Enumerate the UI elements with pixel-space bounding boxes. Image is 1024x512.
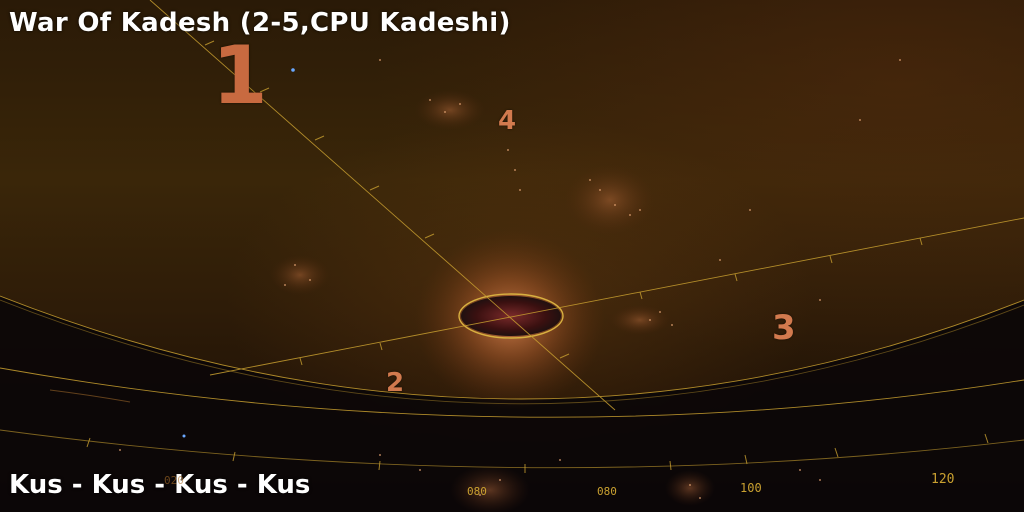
- scale-tick-label: 100: [740, 481, 762, 495]
- blue-star-2: [182, 434, 186, 438]
- nebula-north: [415, 90, 485, 130]
- blue-star: [291, 68, 295, 72]
- scale-tick-label: 080: [467, 485, 487, 498]
- factions-summary: Kus - Kus - Kus - Kus: [9, 470, 311, 500]
- start-position-2[interactable]: 2: [386, 368, 405, 398]
- nebula-east: [610, 305, 670, 335]
- start-position-4[interactable]: 4: [498, 106, 517, 136]
- nebula-south: [450, 465, 530, 512]
- start-position-3[interactable]: 3: [772, 308, 796, 348]
- diagonal-axis: [149, 0, 616, 411]
- core-ring: [458, 293, 564, 339]
- start-position-1[interactable]: 1: [212, 29, 268, 122]
- scale-arc-2: [0, 429, 1024, 469]
- grid-ticks: [86, 40, 989, 473]
- nebula-northeast: [565, 165, 655, 235]
- nebula-west: [270, 255, 330, 295]
- star-field: [119, 59, 901, 499]
- nebula-southeast: [665, 470, 715, 506]
- horizon-arc-inner: [0, 299, 1024, 405]
- galaxy-core: [461, 296, 561, 336]
- ecliptic-axis: [209, 217, 1024, 376]
- match-title: War Of Kadesh (2-5,CPU Kadeshi): [9, 8, 511, 38]
- scale-tick-label: 120: [931, 472, 955, 487]
- scale-tick-label: 080: [597, 485, 617, 498]
- horizon-arc: [0, 295, 1024, 400]
- scale-arc-1: [0, 367, 1024, 418]
- scale-tick-label: 020: [164, 474, 184, 487]
- orbit-grid: [0, 0, 1024, 469]
- distant-feature: [49, 389, 131, 403]
